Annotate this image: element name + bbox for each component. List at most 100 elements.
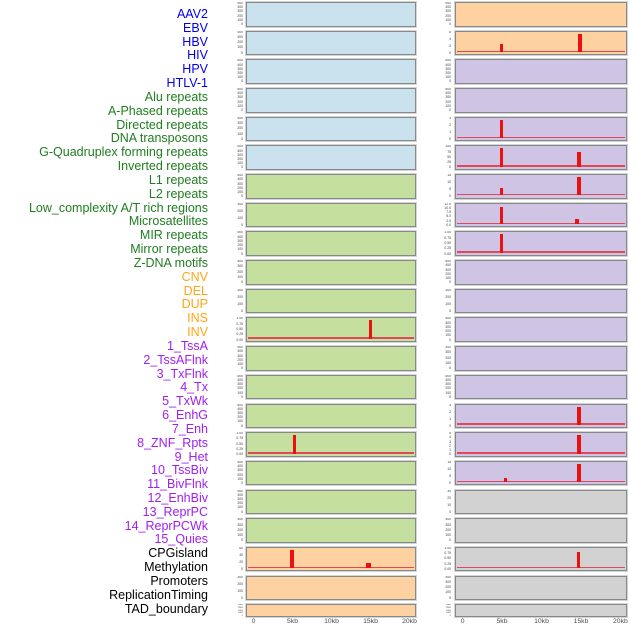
x-tick-label-20kb: 20kb [613, 618, 628, 625]
y-tick-label: 4 [449, 36, 451, 41]
panel-Low_complexity A/T rich regions [246, 403, 416, 429]
y-tick-label: 200 [445, 355, 451, 360]
y-tick-label: 0.75 [236, 436, 243, 441]
y-tick-label: 100 [445, 75, 451, 80]
y-tick-label: 0.25 [236, 332, 243, 337]
y-axis-ticks-INS: 500 400 300 200 100 0 [426, 2, 453, 27]
peak-spike [500, 234, 503, 253]
y-tick-label: 0 [241, 480, 243, 485]
panel-3_TxFlnk [455, 116, 627, 142]
track-label-CNV: CNV [181, 269, 208, 284]
y-tick-label: 20 [447, 495, 451, 500]
y-tick-label: 300 [237, 496, 243, 501]
panel-HIV [246, 88, 416, 113]
y-tick-label: 200 [445, 585, 451, 590]
y-tick-label: 300 [237, 34, 243, 39]
profile-baseline [457, 251, 625, 253]
y-tick-label: 4000 [238, 604, 243, 607]
y-tick-label: 400 [445, 518, 451, 522]
y-axis-ticks-1_TssA: 500 400 300 200 100 0 [426, 59, 453, 84]
y-axis-ticks-Low_complexity A/T rich regions: 500 400 300 200 100 0 [218, 404, 245, 429]
track-label-1_TssA: 1_TssA [167, 338, 208, 353]
y-tick-label: 300 [237, 522, 243, 527]
peak-spike [500, 206, 503, 225]
y-tick-label: 300 [237, 382, 243, 387]
y-tick-label: 0 [241, 595, 243, 600]
y-tick-label: 300 [237, 202, 243, 206]
y-tick-label: 200 [445, 386, 451, 391]
y-tick-label: 200 [445, 13, 451, 18]
track-label-14_ReprPCWk: 14_ReprPCWk [124, 518, 208, 533]
y-tick-label: 0.25 [444, 246, 451, 251]
y-tick-label: 400 [237, 406, 243, 411]
y-tick-label: 200 [445, 99, 451, 104]
y-tick-label: 1000 [238, 612, 243, 615]
y-tick-label: 100 [237, 362, 243, 367]
y-axis-ticks-TAD_boundary: 4000 3000 2000 1000 0 [426, 604, 453, 617]
panel-Methylation [455, 518, 627, 543]
y-tick-label: 3000 [446, 606, 451, 609]
y-tick-label: 200 [237, 357, 243, 362]
y-tick-label: 300 [445, 350, 451, 355]
y-tick-label: 0 [449, 423, 451, 428]
y-tick-label: 0 [449, 194, 451, 199]
y-tick-label: 400 [237, 30, 243, 34]
track-label-8_ZNF_Rpts: 8_ZNF_Rpts [137, 435, 208, 450]
y-tick-label: 0 [241, 165, 243, 170]
panel-DNA transposons [246, 260, 416, 285]
y-tick-label: 400 [445, 575, 451, 579]
y-tick-label: 5 [449, 432, 451, 436]
y-tick-label: 0.00 [444, 566, 451, 571]
panel-TAD_boundary [455, 604, 627, 618]
y-tick-label: 500 [445, 260, 451, 264]
y-tick-label: 200 [237, 269, 243, 274]
peak-spike [576, 463, 581, 483]
y-tick-label: 300 [445, 95, 451, 100]
y-tick-label: 500 [237, 231, 243, 235]
peak-spike [500, 119, 503, 139]
panel-CPGisland [455, 489, 627, 515]
y-tick-label: 0.75 [444, 551, 451, 556]
y-tick-label: 0.0 [446, 222, 451, 227]
y-tick-label: 500 [237, 59, 243, 63]
panel-ReplicationTiming [455, 575, 627, 601]
y-axis-ticks-11_BivFlnk: 400 300 200 100 0 [426, 346, 453, 371]
y-tick-label: 300 [445, 522, 451, 527]
y-tick-label: 0 [241, 79, 243, 84]
profile-baseline [457, 136, 625, 139]
y-tick-label: 25 [447, 160, 451, 165]
track-label-G-Quadruplex forming repeats: G-Quadruplex forming repeats [39, 145, 208, 160]
peak-spike [500, 44, 503, 52]
y-tick-label: 100 [445, 590, 451, 595]
y-tick-label: 100 [237, 505, 243, 510]
y-axis-ticks-L2 repeats: 500 400 300 200 100 0 [218, 375, 245, 400]
profile-baseline [248, 337, 414, 339]
y-axis-ticks-3_TxFlnk: 3 2 1 0 [426, 117, 453, 142]
y-tick-label: 2 [449, 443, 451, 448]
y-tick-label: 100 [237, 274, 243, 279]
track-label-11_BivFlnk: 11_BivFlnk [147, 477, 208, 492]
track-label-5_TxWk: 5_TxWk [162, 394, 208, 409]
y-tick-label: 0 [449, 509, 451, 514]
y-tick-label: 200 [237, 71, 243, 76]
y-tick-label: 200 [237, 99, 243, 104]
y-tick-label: 0 [449, 538, 451, 543]
x-tick-label-15kb: 15kb [573, 618, 589, 625]
y-axis-ticks-HIV: 500 400 300 200 100 0 [218, 88, 245, 113]
y-tick-label: 0 [241, 280, 243, 285]
y-tick-label: 200 [445, 329, 451, 334]
y-axis-ticks-DNA transposons: 400 300 200 100 0 [218, 260, 245, 285]
track-label-A-Phased repeats: A-Phased repeats [107, 103, 208, 118]
y-tick-label: 400 [237, 234, 243, 239]
y-tick-label: 100 [237, 103, 243, 108]
y-tick-label: 500 [237, 374, 243, 378]
y-tick-label: 500 [237, 403, 243, 407]
y-axis-ticks-13_ReprPC: 3 2 1 0 [426, 404, 453, 429]
track-label-9_Het: 9_Het [174, 449, 208, 464]
peak-spike [504, 477, 507, 483]
y-tick-label: 3 [449, 439, 451, 444]
y-tick-label: 400 [237, 91, 243, 96]
track-label-HIV: HIV [187, 48, 208, 63]
track-label-13_ReprPC: 13_ReprPC [142, 504, 208, 519]
panel-DEL [246, 575, 416, 601]
